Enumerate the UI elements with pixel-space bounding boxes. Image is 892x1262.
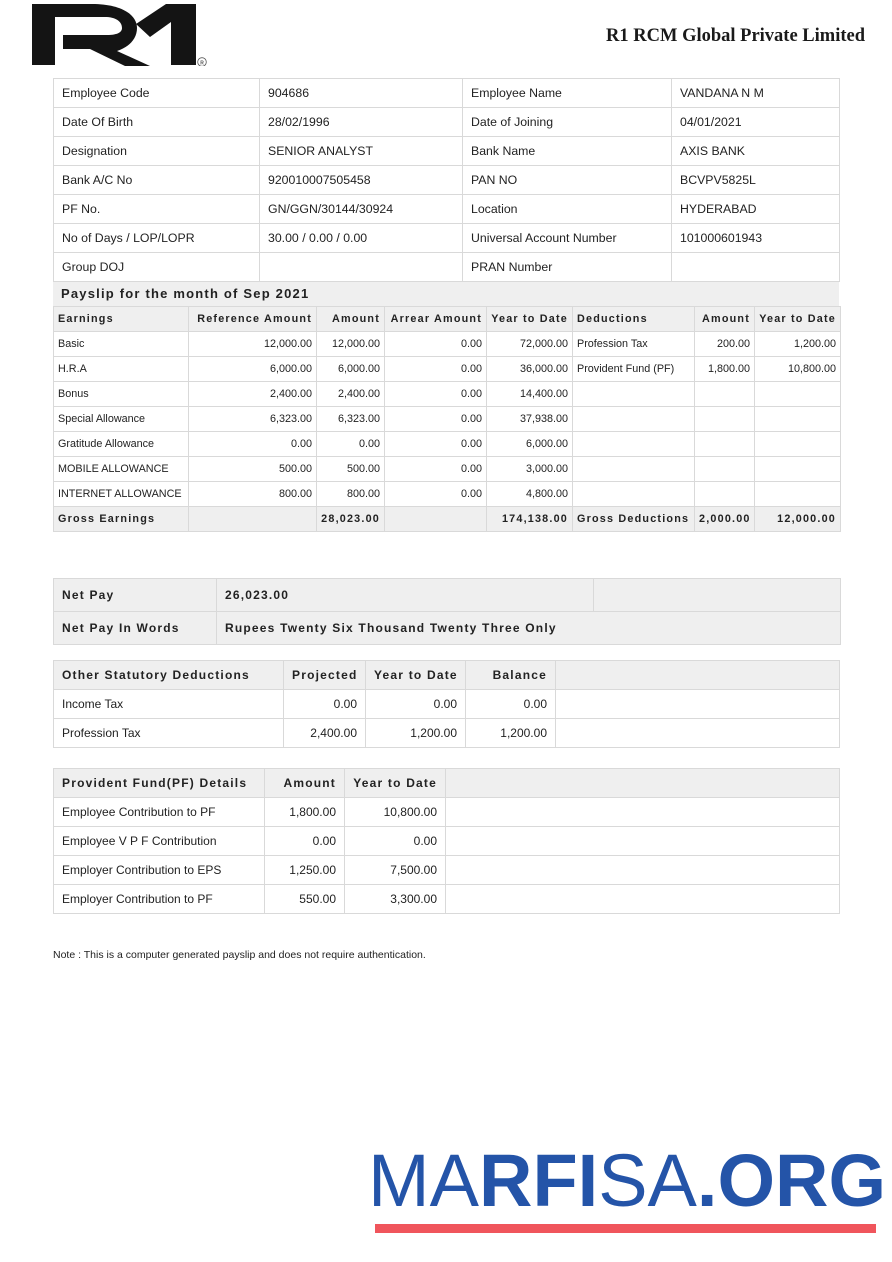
svg-text:R: R bbox=[200, 60, 204, 66]
